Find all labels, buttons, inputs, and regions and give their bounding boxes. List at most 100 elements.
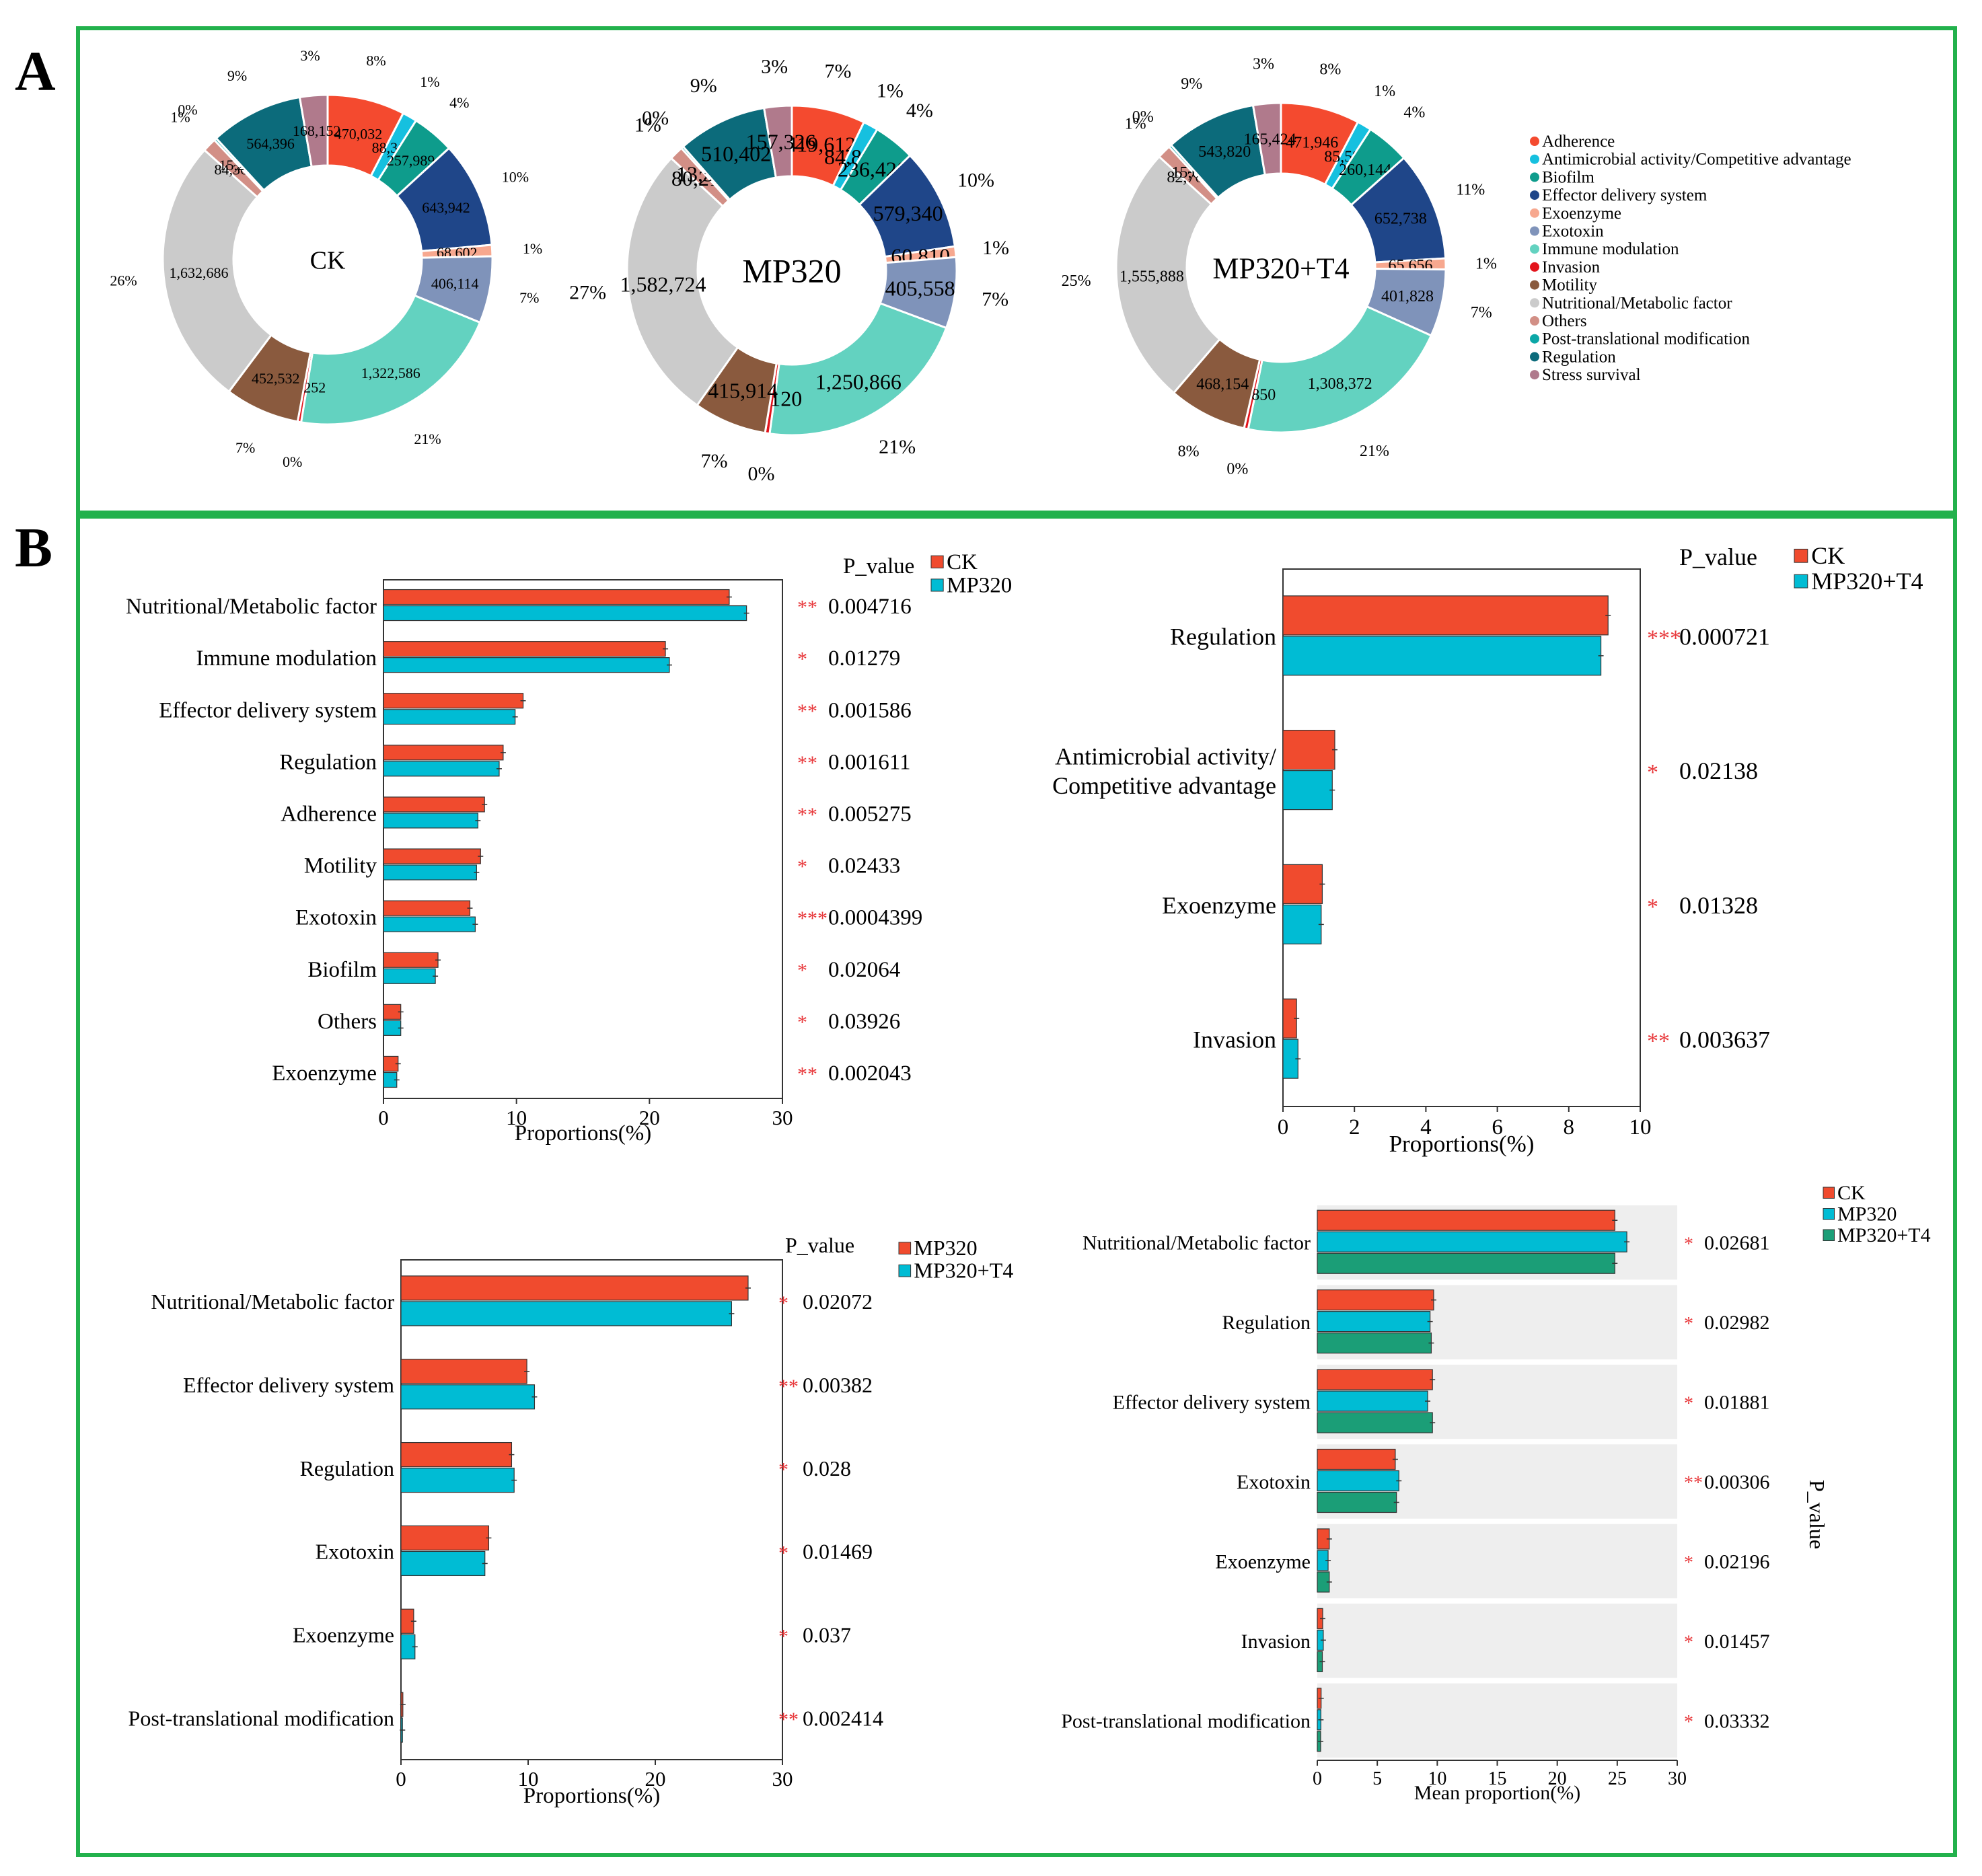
donut-charts: 470,0328%88,3141%257,9894%643,94210%68,6… bbox=[110, 47, 1497, 485]
donut-slice bbox=[1251, 102, 1282, 176]
p-value-title: P_value bbox=[843, 554, 914, 578]
donut-slice bbox=[762, 104, 793, 179]
donut-value-label: 468,154 bbox=[1196, 375, 1249, 393]
bar bbox=[383, 916, 476, 932]
donut-value-label: 1,632,686 bbox=[169, 264, 228, 281]
donut-slice bbox=[298, 93, 329, 168]
legend-swatch bbox=[1530, 172, 1539, 182]
x-tick-label: 0 bbox=[1313, 1768, 1322, 1789]
donut-percent-label: 21% bbox=[1360, 443, 1389, 460]
significance-stars: * bbox=[797, 1011, 807, 1033]
bar bbox=[400, 1441, 513, 1468]
donut-percent-label: 8% bbox=[1319, 61, 1341, 78]
donut-percent-label: 11% bbox=[1456, 182, 1485, 199]
bar bbox=[1317, 1333, 1432, 1354]
panel-a-frame bbox=[76, 26, 1957, 515]
significance-stars: * bbox=[1684, 1633, 1693, 1653]
series-legend-swatch bbox=[1823, 1229, 1835, 1241]
donut-1: 419,6127%84,8741%236,4204%579,34010%60,8… bbox=[569, 56, 1009, 485]
legend-label: Exoenzyme bbox=[1542, 204, 1621, 223]
p-value: 0.000721 bbox=[1679, 623, 1770, 650]
bar bbox=[1317, 1252, 1615, 1274]
category-label: Exoenzyme bbox=[272, 1061, 377, 1086]
category-label: Exoenzyme bbox=[1162, 892, 1276, 919]
category-label: Exotoxin bbox=[316, 1540, 394, 1564]
donut-slice bbox=[299, 294, 482, 426]
p-value: 0.005275 bbox=[828, 802, 912, 827]
category-label: Effector delivery system bbox=[1113, 1392, 1311, 1414]
x-tick-label: 5 bbox=[1372, 1768, 1382, 1789]
series-legend-swatch bbox=[1794, 548, 1808, 563]
legend-label: Motility bbox=[1542, 276, 1597, 295]
donut-slice bbox=[161, 149, 273, 393]
donut-value-label: 564,396 bbox=[246, 135, 295, 152]
category-label: Antimicrobial activity/ bbox=[1055, 743, 1276, 770]
category-label: Exoenzyme bbox=[293, 1622, 394, 1647]
bar bbox=[383, 657, 670, 673]
category-label: Post-translational modification bbox=[1061, 1710, 1311, 1732]
bar bbox=[1317, 1390, 1428, 1412]
donut-value-label: 510,402 bbox=[701, 141, 771, 165]
p-value: 0.001611 bbox=[828, 750, 911, 774]
bar bbox=[383, 589, 730, 605]
significance-stars: * bbox=[778, 1292, 788, 1314]
bar bbox=[400, 1467, 515, 1493]
category-label: Biofilm bbox=[307, 958, 377, 982]
legend-label: Others bbox=[1542, 312, 1587, 330]
significance-stars: ** bbox=[778, 1376, 799, 1398]
p-value: 0.00382 bbox=[803, 1373, 873, 1397]
legend-swatch bbox=[1530, 316, 1539, 326]
legend-swatch bbox=[1530, 137, 1539, 146]
donut-percent-label: 4% bbox=[906, 100, 933, 122]
donut-percent-label: 1% bbox=[1125, 115, 1146, 133]
p-value: 0.01457 bbox=[1704, 1630, 1770, 1653]
bar bbox=[400, 1359, 527, 1384]
p-value: 0.02196 bbox=[1704, 1550, 1770, 1573]
bar bbox=[383, 813, 478, 829]
p-value: 0.003637 bbox=[1679, 1026, 1770, 1053]
series-legend-label: CK bbox=[1837, 1182, 1866, 1204]
donut-percent-label: 1% bbox=[523, 240, 542, 257]
donut-slice bbox=[626, 157, 739, 407]
x-axis-label: Proportions(%) bbox=[1389, 1131, 1535, 1157]
legend-label: Stress survival bbox=[1542, 366, 1641, 384]
bar-chart-3: Nutritional/Metabolic factor * 0.02681 Regu… bbox=[1061, 1182, 1930, 1804]
significance-stars: ** bbox=[797, 700, 817, 722]
donut-2: 471,9468%85,5921%260,1444%652,73811%65,6… bbox=[1062, 56, 1497, 478]
donut-value-label: 1,322,586 bbox=[361, 365, 420, 381]
legend-label: Adherence bbox=[1542, 133, 1615, 151]
bar bbox=[1317, 1231, 1627, 1252]
donut-percent-label: 1% bbox=[982, 237, 1009, 259]
x-tick-label: 8 bbox=[1564, 1115, 1575, 1139]
category-band bbox=[1317, 1524, 1677, 1599]
bar bbox=[383, 745, 504, 761]
bar bbox=[383, 761, 500, 777]
donut-percent-label: 10% bbox=[502, 168, 529, 185]
legend-swatch bbox=[1530, 208, 1539, 218]
category-label: Nutritional/Metabolic factor bbox=[126, 595, 377, 619]
donut-value-label: 257,989 bbox=[387, 152, 435, 169]
bar bbox=[1282, 904, 1322, 944]
category-label: Nutritional/Metabolic factor bbox=[1082, 1232, 1311, 1254]
significance-stars: *** bbox=[797, 907, 828, 930]
bar-charts: Nutritional/Metabolic factor ** 0.004716Im… bbox=[126, 542, 1931, 1808]
donut-percent-label: 26% bbox=[110, 272, 137, 289]
bar bbox=[383, 848, 481, 864]
donut-value-label: 643,942 bbox=[422, 199, 470, 216]
donut-value-label: 165,424 bbox=[1244, 131, 1296, 149]
significance-stars: ** bbox=[1647, 1029, 1670, 1054]
significance-stars: * bbox=[1684, 1234, 1693, 1254]
donut-value-label: 419,612 bbox=[786, 133, 856, 157]
legend-label: Biofilm bbox=[1542, 168, 1594, 186]
category-label: Immune modulation bbox=[196, 646, 377, 671]
x-tick-label: 4 bbox=[1420, 1115, 1432, 1139]
bar bbox=[1317, 1289, 1434, 1311]
bar-chart-2: Nutritional/Metabolic factor * 0.02072 Effe… bbox=[129, 1233, 1014, 1808]
bar bbox=[383, 952, 439, 968]
x-tick-label: 20 bbox=[1548, 1768, 1567, 1789]
bar bbox=[1282, 636, 1602, 676]
donut-percent-label: 7% bbox=[701, 450, 728, 472]
p-value: 0.02138 bbox=[1679, 757, 1758, 784]
category-label: Regulation bbox=[300, 1456, 394, 1480]
